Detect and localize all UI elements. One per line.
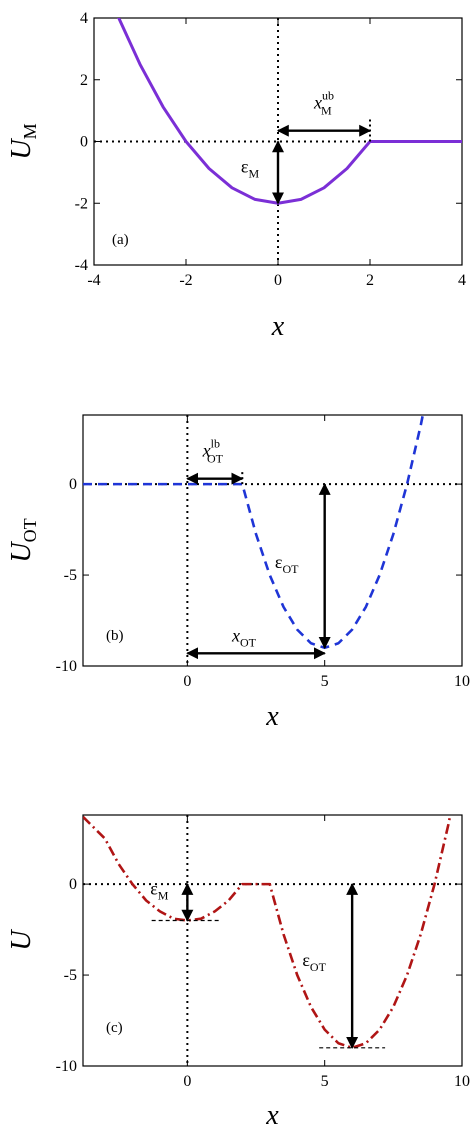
series-line-1	[117, 18, 462, 205]
y-tick-label: -10	[56, 1058, 77, 1075]
y-axis-label: U	[6, 929, 37, 951]
y-tick-label: -10	[56, 658, 77, 675]
annotation-label: εOT	[302, 950, 326, 974]
x-tick-label: 5	[321, 1073, 329, 1090]
annotation-label: xlb OT	[202, 437, 224, 466]
x-tick-label: -2	[179, 272, 192, 289]
x-tick-label: 0	[274, 272, 282, 289]
series-line-1	[83, 815, 452, 1050]
y-tick-label: -5	[64, 967, 77, 984]
chart-panel-1: -4 -2 0 2 4 -4 -2 0 2 4 xub M εM (a) x UM	[6, 10, 466, 342]
y-tick-label: -4	[75, 257, 88, 274]
y-tick-label: 0	[69, 476, 77, 493]
plot-frame	[82, 414, 463, 667]
y-tick-label: 2	[80, 72, 88, 89]
x-tick-label: 4	[458, 272, 466, 289]
y-axis-label: UM	[6, 123, 40, 159]
y-tick-label: 4	[80, 10, 88, 27]
annotation-label: εOT	[275, 552, 299, 576]
x-tick-label: 5	[321, 673, 329, 690]
y-tick-label: 0	[69, 876, 77, 893]
annotation-label: εM	[150, 878, 169, 902]
chart-panel-3: 0 5 10 -10 -5 0 εM εOT (c) x U	[6, 814, 470, 1131]
x-tick-label: -4	[87, 272, 100, 289]
x-tick-label: 0	[183, 1073, 191, 1090]
series-line-1	[83, 415, 425, 650]
y-axis-label: UOT	[6, 518, 40, 562]
x-axis-label: x	[265, 1100, 279, 1131]
annotation-label: εM	[241, 156, 260, 180]
x-axis-label: x	[271, 311, 285, 342]
panel-label: (b)	[106, 628, 124, 644]
x-tick-label: 2	[366, 272, 374, 289]
y-tick-label: 0	[80, 134, 88, 151]
y-tick-label: -2	[75, 195, 88, 212]
x-tick-label: 10	[454, 1073, 470, 1090]
y-tick-label: -5	[64, 567, 77, 584]
chart-panel-2: 0 5 10 -10 -5 0 xlb OT εOT xOT (b) x UOT	[6, 414, 470, 732]
panel-label: (c)	[106, 1020, 123, 1036]
plot-frame	[82, 814, 463, 1067]
x-axis-label: x	[265, 701, 279, 732]
annotation-label: xOT	[231, 625, 257, 649]
x-tick-label: 0	[183, 673, 191, 690]
panel-label: (a)	[112, 232, 129, 248]
x-tick-label: 10	[454, 673, 470, 690]
annotation-label: xub M	[313, 89, 334, 118]
